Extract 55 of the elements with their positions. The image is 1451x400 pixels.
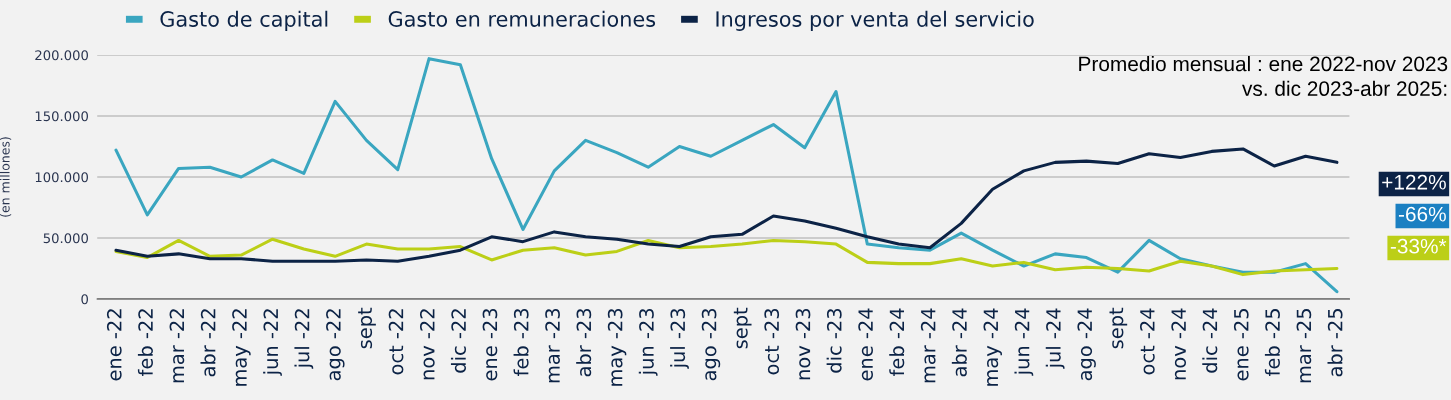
- legend-label: Ingresos por venta del servicio: [716, 10, 1034, 31]
- x-tick-label: nov -24: [1171, 308, 1187, 380]
- x-tick-label: jul -23: [670, 308, 689, 369]
- line-series: [114, 147, 1339, 263]
- x-tick-label: dic -24: [1202, 308, 1218, 373]
- x-tick-label: nov -22: [419, 309, 435, 380]
- x-tick-label: abr -24: [951, 308, 967, 377]
- x-tick-label: jul -22: [294, 309, 314, 369]
- text: +122%: [1382, 174, 1446, 190]
- x-tick-label: ene -22: [106, 309, 122, 381]
- x-tick-label: nov -23: [795, 308, 811, 380]
- text: -33%*: [1390, 238, 1447, 254]
- x-tick-label: feb -25: [1264, 309, 1280, 376]
- y-tick-label: 200.000: [35, 50, 89, 61]
- x-tick-label: may -22: [232, 309, 251, 386]
- x-tick-label: oct -24: [1140, 308, 1155, 375]
- y-tick-label: 100.000: [35, 172, 89, 183]
- x-tick-label: abr -25: [1327, 309, 1343, 377]
- x-tick-label: mar -23: [545, 308, 560, 383]
- x-tick-label: feb -23: [513, 308, 529, 376]
- x-tick-label: feb -22: [137, 309, 153, 376]
- x-tick-label: abr -22: [200, 309, 216, 377]
- x-tick-label: dic -23: [826, 308, 842, 373]
- x-tick-label: ene -23: [482, 308, 498, 381]
- x-tick-label: mar -25: [1296, 309, 1312, 383]
- y-tick-label: 0: [81, 294, 89, 305]
- y-axis-title: (en millones): [0, 137, 12, 217]
- x-tick-label: oct -22: [388, 309, 404, 375]
- x-tick-label: ene -25: [1233, 309, 1249, 381]
- x-tick-label: sept: [358, 307, 376, 349]
- x-tick-label: sept: [733, 307, 752, 349]
- x-tick-label: jun -23: [638, 308, 658, 376]
- x-tick-label: jun -24: [1014, 308, 1034, 376]
- legend-label: Gasto de capital: [160, 10, 328, 31]
- y-tick-label: 50.000: [43, 233, 89, 244]
- x-tick-label: may -23: [607, 308, 627, 386]
- x-tick-label: sept: [1109, 307, 1128, 349]
- x-tick-label: jun -22: [263, 309, 282, 376]
- text: -66%: [1398, 206, 1446, 222]
- x-tick-label: oct -23: [764, 308, 780, 375]
- x-tick-label: jul -24: [1045, 308, 1065, 369]
- x-tick-label: ago -23: [701, 308, 721, 381]
- x-tick-label: abr -23: [576, 308, 592, 377]
- x-tick-label: feb -24: [889, 308, 905, 376]
- line-series: [114, 237, 1339, 277]
- x-tick-label: mar -24: [920, 308, 936, 383]
- x-tick-label: mar -22: [169, 309, 185, 383]
- x-tick-label: ago -22: [326, 309, 345, 381]
- legend-label: Gasto en remuneraciones: [388, 10, 656, 27]
- x-tick-label: dic -22: [450, 309, 466, 373]
- annotation: Promedio mensual : ene 2022-nov 2023 vs. dic 2023-abr 2025:: [1079, 56, 1448, 97]
- x-tick-label: may -24: [983, 308, 1002, 386]
- x-tick-label: ago -24: [1077, 308, 1096, 381]
- y-tick-label: 150.000: [35, 111, 89, 122]
- x-tick-label: ene -24: [858, 308, 873, 381]
